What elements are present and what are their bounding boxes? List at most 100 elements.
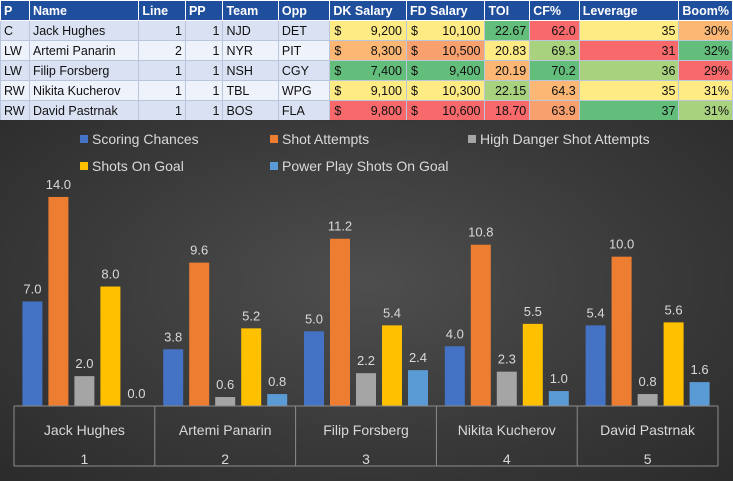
table-row: LW Artemi Panarin 2 1 NYR PIT $8,300 $10,500 20.…: [0, 40, 733, 61]
cell-boom: 31%: [678, 80, 733, 101]
category-number: 2: [221, 451, 229, 467]
bar-shots-on-goal: [663, 322, 684, 406]
cell-pos: LW: [0, 40, 30, 61]
cell-dk: $8,300: [329, 40, 407, 61]
salary-value: 9,800: [370, 103, 402, 118]
data-label: 10.8: [468, 225, 493, 240]
column-header: CF%: [529, 0, 580, 21]
column-header: DK Salary: [329, 0, 407, 21]
currency-symbol: $: [410, 23, 418, 38]
data-label: 2.0: [75, 356, 93, 371]
cell-cf: 69.3: [529, 40, 580, 61]
cell-name: David Pastrnak: [28, 100, 140, 121]
salary-value: 8,300: [370, 43, 402, 58]
cell-pp: 1: [184, 20, 224, 41]
salary-value: 7,400: [370, 63, 402, 78]
cell-cf: 64.3: [529, 80, 580, 101]
data-label: 5.2: [242, 308, 260, 323]
cell-dk: $9,100: [329, 80, 407, 101]
bar-power-play-shots-on-goal: [548, 391, 569, 406]
bar-scoring-chances: [585, 325, 606, 406]
data-label: 0.8: [268, 374, 286, 389]
legend-swatch: [80, 162, 88, 170]
bar-high-danger-shot-attempts: [637, 394, 658, 406]
data-label: 5.4: [383, 305, 401, 320]
data-label: 1.6: [691, 362, 709, 377]
column-header: Opp: [277, 0, 331, 21]
salary-value: 9,100: [370, 83, 402, 98]
cell-opp: PIT: [277, 40, 331, 61]
cell-opp: CGY: [277, 60, 331, 81]
bar-scoring-chances: [444, 346, 465, 406]
cell-line: 1: [138, 100, 186, 121]
table-row: RW Nikita Kucherov 1 1 TBL WPG $9,100 $10,300 22…: [0, 80, 733, 101]
category-number: 4: [503, 451, 511, 467]
cell-team: NJD: [222, 20, 279, 41]
cell-pp: 1: [184, 100, 224, 121]
cell-pp: 1: [184, 60, 224, 81]
data-label: 8.0: [101, 267, 119, 282]
column-header: Name: [28, 0, 140, 21]
data-label: 5.4: [587, 305, 605, 320]
salary-value: 9,400: [449, 63, 481, 78]
data-label: 5.5: [524, 304, 542, 319]
category-number: 3: [362, 451, 370, 467]
salary-value: 10,100: [442, 23, 481, 38]
cell-pos: RW: [0, 80, 30, 101]
cell-leverage: 35: [578, 20, 680, 41]
data-label: 2.3: [498, 352, 516, 367]
data-label: 0.0: [127, 386, 145, 401]
cell-toi: 20.19: [484, 60, 531, 81]
bar-shots-on-goal: [241, 328, 262, 406]
data-label: 14.0: [46, 177, 71, 192]
category-label: Nikita Kucherov: [458, 422, 556, 438]
table-header-row: P Name Line PP Team Opp DK Salary FD Salary TOI C…: [0, 0, 733, 21]
column-header: Leverage: [578, 0, 680, 21]
legend-label: Shots On Goal: [92, 158, 184, 174]
cell-pos: LW: [0, 60, 30, 81]
cell-leverage: 35: [578, 80, 680, 101]
legend-label: High Danger Shot Attempts: [480, 131, 650, 147]
data-label: 0.6: [216, 377, 234, 392]
cell-cf: 62.0: [529, 20, 580, 41]
bar-shots-on-goal: [382, 325, 402, 406]
cell-line: 1: [138, 60, 186, 81]
column-header: Team: [222, 0, 279, 21]
bar-shot-attempts: [330, 238, 350, 406]
data-label: 11.2: [328, 219, 352, 234]
salary-value: 10,500: [442, 43, 481, 58]
cell-team: TBL: [222, 80, 279, 101]
bar-shot-attempts: [470, 244, 491, 406]
bar-scoring-chances: [22, 301, 43, 406]
bar-chart: Scoring Chances Shot Attempts High Danger …: [0, 120, 733, 481]
cell-dk: $7,400: [329, 60, 407, 81]
data-label: 1.0: [550, 371, 568, 386]
cell-line: 1: [138, 80, 186, 101]
category-number: 5: [644, 451, 652, 467]
category-number: 1: [81, 451, 89, 467]
category-label: Filip Forsberg: [323, 422, 409, 438]
cell-name: Filip Forsberg: [28, 60, 140, 81]
cell-name: Nikita Kucherov: [28, 80, 140, 101]
player-table: P Name Line PP Team Opp DK Salary FD Salary TOI C…: [0, 0, 733, 121]
table-row: C Jack Hughes 1 1 NJD DET $9,200 $10,100 22.67 62…: [0, 20, 733, 41]
data-label: 7.0: [23, 281, 41, 296]
cell-opp: DET: [277, 20, 331, 41]
cell-cf: 70.2: [529, 60, 580, 81]
column-header: PP: [184, 0, 224, 21]
cell-opp: FLA: [277, 100, 331, 121]
currency-symbol: $: [410, 103, 418, 118]
currency-symbol: $: [334, 43, 342, 58]
salary-value: 10,300: [442, 83, 481, 98]
bar-shots-on-goal: [522, 323, 543, 406]
legend-swatch: [468, 135, 476, 143]
bar-high-danger-shot-attempts: [496, 371, 517, 406]
legend-swatch: [80, 135, 88, 143]
column-header: Line: [138, 0, 186, 21]
cell-team: NSH: [222, 60, 279, 81]
currency-symbol: $: [334, 103, 342, 118]
currency-symbol: $: [334, 23, 342, 38]
bar-scoring-chances: [304, 331, 324, 406]
cell-boom: 30%: [678, 20, 733, 41]
table-row: RW David Pastrnak 1 1 BOS FLA $9,800 $10,600 18.…: [0, 100, 733, 121]
